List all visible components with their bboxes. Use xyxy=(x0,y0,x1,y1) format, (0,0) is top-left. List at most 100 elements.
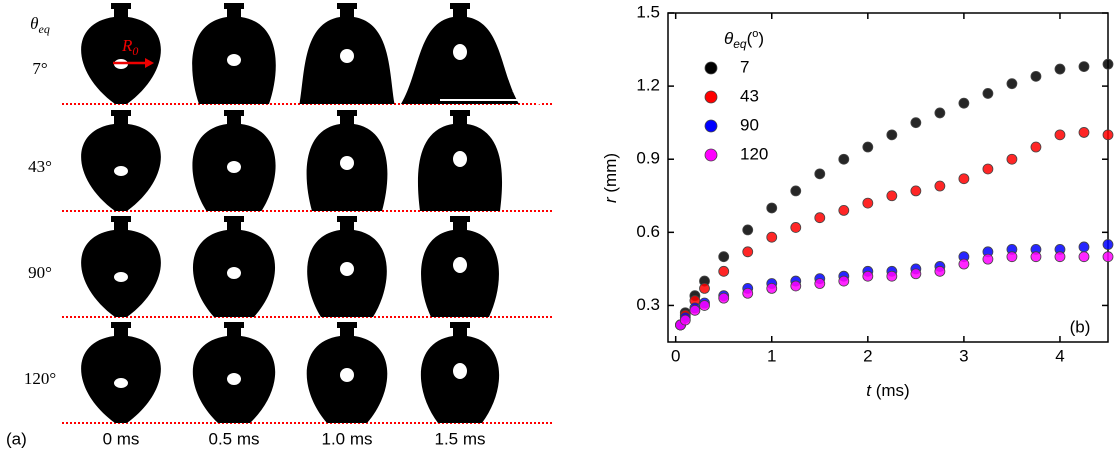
bubble xyxy=(227,54,241,66)
bubble xyxy=(340,262,354,276)
needle xyxy=(450,216,470,222)
data-point xyxy=(1054,63,1066,75)
data-point xyxy=(862,141,874,153)
spread-label: r xyxy=(512,77,519,96)
data-point xyxy=(982,163,994,175)
panel-label: (b) xyxy=(1070,317,1091,336)
data-point xyxy=(1030,70,1042,82)
row-label: 90° xyxy=(28,263,52,282)
panel-a: θeq 7° 43° 90° 120° 0 ms 0.5 ms 1.0 ms 1.5 ms (a)… xyxy=(6,3,553,448)
bubble xyxy=(114,272,128,282)
data-point xyxy=(1030,251,1042,263)
droplet xyxy=(81,326,161,423)
data-point xyxy=(862,270,874,282)
data-point xyxy=(742,287,754,299)
data-point xyxy=(934,180,946,192)
data-point xyxy=(766,231,778,243)
data-point xyxy=(790,222,802,233)
needle xyxy=(111,3,131,9)
legend-marker xyxy=(704,119,718,133)
row-header: θeq xyxy=(30,14,50,36)
bubble xyxy=(114,166,128,176)
data-point xyxy=(689,304,701,316)
x-axis-unit: (ms) xyxy=(871,381,910,400)
y-tick-label: 0.9 xyxy=(636,149,660,168)
x-tick-label: 2 xyxy=(863,346,872,365)
data-point xyxy=(699,300,710,311)
needle xyxy=(224,3,244,9)
needle xyxy=(337,3,357,9)
droplet xyxy=(81,220,161,317)
legend-title-symbol: θ xyxy=(724,29,734,48)
data-point xyxy=(886,270,898,282)
data-point xyxy=(958,97,970,109)
data-point xyxy=(766,202,778,214)
needle xyxy=(111,322,131,328)
needle xyxy=(450,3,470,9)
data-point xyxy=(1006,251,1018,263)
needle xyxy=(111,216,131,222)
data-point xyxy=(699,282,710,294)
column-label: 1.0 ms xyxy=(321,429,372,448)
data-point xyxy=(1006,78,1018,90)
data-point xyxy=(886,190,898,202)
data-point xyxy=(982,253,994,265)
data-point xyxy=(910,268,922,280)
column-label: 0 ms xyxy=(103,429,140,448)
data-point xyxy=(862,197,874,209)
needle xyxy=(450,110,470,116)
radius-symbol: R xyxy=(121,36,133,55)
radius-label: R0 xyxy=(121,36,138,58)
data-point xyxy=(790,280,802,292)
legend-title-close: ) xyxy=(758,29,764,48)
data-point xyxy=(838,153,850,165)
data-point xyxy=(766,282,778,294)
data-point xyxy=(1006,153,1018,165)
row-label: 120° xyxy=(24,369,56,388)
data-point xyxy=(958,173,970,185)
bubble xyxy=(340,49,354,63)
radius-sub: 0 xyxy=(132,44,138,58)
x-axis-symbol: t xyxy=(866,381,872,400)
data-point xyxy=(910,185,922,197)
column-label: 0.5 ms xyxy=(208,429,259,448)
plot-frame xyxy=(667,12,1109,343)
data-point xyxy=(814,278,826,289)
data-point xyxy=(1078,241,1090,253)
needle xyxy=(224,110,244,116)
legend-marker xyxy=(704,90,718,104)
legend-title-open: ( xyxy=(747,29,753,48)
bubble xyxy=(227,267,241,279)
bubble xyxy=(453,151,467,167)
legend-label: 90 xyxy=(740,115,759,134)
y-axis-symbol: r xyxy=(601,196,620,203)
needle xyxy=(224,322,244,328)
y-axis-unit: (mm) xyxy=(601,153,620,197)
data-point xyxy=(1102,251,1114,263)
legend-title-sub: eq xyxy=(733,37,747,51)
data-point xyxy=(1078,61,1090,73)
bubble xyxy=(114,378,128,388)
bubble xyxy=(453,257,467,273)
data-point xyxy=(1102,129,1114,141)
data-point xyxy=(679,314,691,326)
legend-marker xyxy=(704,61,718,75)
bubble xyxy=(453,44,467,60)
bubble xyxy=(453,363,467,379)
y-axis-label: r (mm) xyxy=(601,153,620,203)
data-point xyxy=(1054,251,1066,263)
needle xyxy=(337,110,357,116)
x-tick-label: 0 xyxy=(671,346,680,365)
data-point xyxy=(1030,141,1042,153)
data-point xyxy=(814,168,826,180)
row-label: 7° xyxy=(32,59,47,78)
y-tick-label: 0.6 xyxy=(636,222,660,241)
data-point xyxy=(742,224,754,236)
needle xyxy=(337,322,357,328)
data-point xyxy=(718,292,730,304)
data-point xyxy=(742,246,754,258)
legend-label: 43 xyxy=(740,86,759,105)
y-tick-label: 1.5 xyxy=(636,2,660,21)
data-point xyxy=(1102,58,1114,70)
x-tick-label: 4 xyxy=(1055,346,1064,365)
